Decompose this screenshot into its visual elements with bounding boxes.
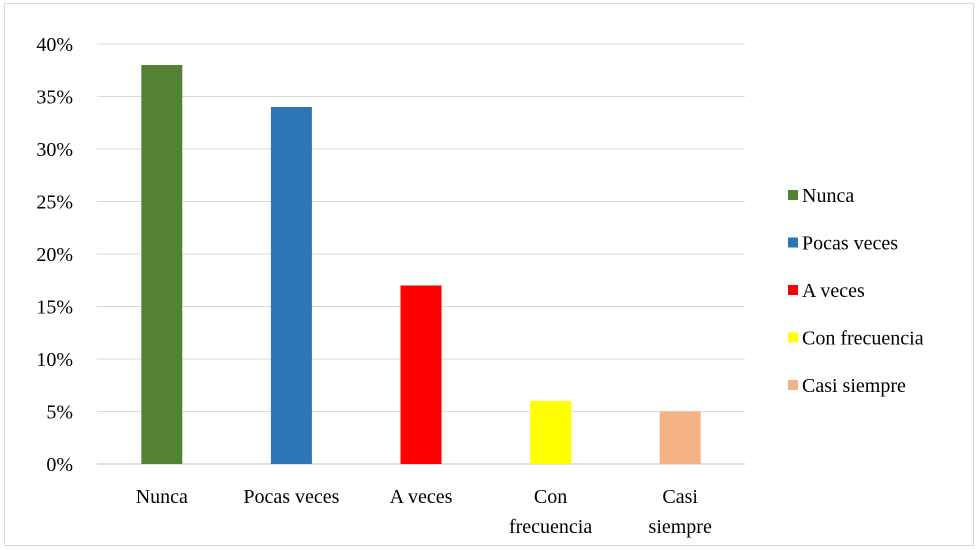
x-tick-label: Nunca <box>136 486 188 508</box>
legend-swatch <box>788 332 798 343</box>
y-tick-label: 25% <box>36 192 73 214</box>
bars <box>141 65 701 464</box>
x-tick-label: A veces <box>390 486 453 508</box>
y-tick-label: 40% <box>36 34 73 56</box>
y-tick-label: 15% <box>36 297 73 319</box>
legend: Nunca Pocas veces A veces Con frecuencia Cas… <box>788 185 924 397</box>
bar-casi-siempre <box>659 411 701 464</box>
legend-label: Con frecuencia <box>802 328 924 350</box>
legend-swatch <box>788 190 798 200</box>
legend-swatch <box>788 380 798 390</box>
x-tick-label-line: Casi <box>662 486 698 508</box>
gridlines <box>97 43 745 465</box>
y-tick-label: 30% <box>36 139 73 161</box>
x-tick-label-line: siempre <box>649 516 712 538</box>
x-tick-label-line: Con <box>534 486 567 508</box>
y-tick-label: 20% <box>36 244 73 266</box>
y-tick-label: 0% <box>46 454 73 476</box>
y-tick-label: 10% <box>36 349 73 371</box>
bar-con-frecuencia <box>530 401 572 464</box>
legend-label: Casi siempre <box>802 375 906 397</box>
legend-swatch <box>788 237 798 248</box>
x-tick-label: Casi siempre <box>649 486 712 538</box>
bar-nunca <box>141 65 183 464</box>
x-tick-label: Pocas veces <box>243 486 339 508</box>
legend-label: Nunca <box>802 185 854 207</box>
y-tick-label: 35% <box>36 87 73 109</box>
legend-label: Pocas veces <box>802 233 898 255</box>
y-axis-ticks: 0% 5% 10% 15% 20% 25% 30% 35% 40% <box>36 34 73 476</box>
y-tick-label: 5% <box>46 402 73 424</box>
bar-pocas-veces <box>270 107 312 464</box>
x-tick-label: Con frecuencia <box>509 486 592 538</box>
bar-a-veces <box>400 285 442 464</box>
x-tick-label-line: A veces <box>390 486 453 508</box>
legend-swatch <box>788 285 798 295</box>
x-tick-label-line: Nunca <box>136 486 188 508</box>
x-axis-ticks: Nunca Pocas veces A veces Con frecuencia Casi… <box>136 486 712 538</box>
x-tick-label-line: Pocas veces <box>243 486 339 508</box>
x-tick-label-line: frecuencia <box>509 516 592 538</box>
legend-label: A veces <box>802 280 865 302</box>
